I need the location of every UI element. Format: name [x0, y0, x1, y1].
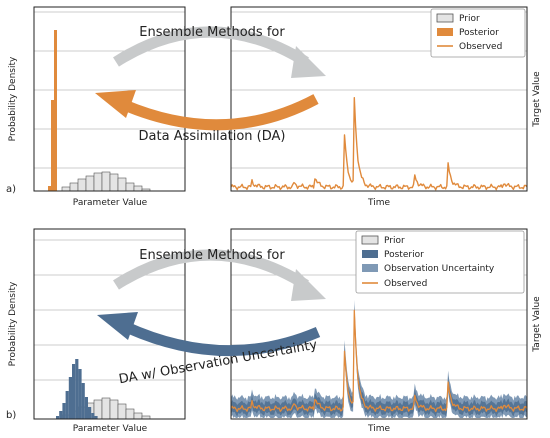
grey-arrow-body-b [113, 249, 309, 290]
prior-bar [133, 412, 143, 420]
panel-a-left-ylabel: Probability Density [8, 56, 18, 141]
prior-bar [93, 172, 103, 192]
legend-b-observed: Observed [384, 279, 427, 289]
panel-a-title-top: Ensemble Methods for [139, 25, 285, 40]
blue-arrowhead [97, 312, 138, 340]
legend-posterior: Posterior [459, 28, 499, 38]
prior-bar [61, 186, 71, 192]
posterior-bar [91, 413, 95, 419]
panel-b-posterior-band [231, 304, 527, 417]
legend-b-posterior: Posterior [384, 250, 424, 260]
posterior-bar [78, 369, 82, 419]
prior-bar [101, 397, 111, 420]
grey-arrowhead-b [291, 269, 326, 301]
panel-b-right-xlabel: Time [367, 424, 390, 434]
prior-bar [117, 403, 127, 420]
legend-prior: Prior [459, 14, 480, 24]
panel-b: Probability Density Parameter Value b) T… [6, 228, 542, 434]
panel-b-left-xlabel: Parameter Value [73, 424, 148, 434]
orange-arrow-body [119, 94, 319, 131]
prior-bar [109, 399, 119, 420]
prior-bar [69, 182, 79, 192]
posterior-bar [88, 407, 92, 419]
posterior-bar [75, 359, 79, 419]
posterior-bar [59, 411, 63, 419]
prior-bar [77, 178, 87, 192]
panel-b-arrows: Ensemble Methods for DA w/ Observation U… [97, 248, 326, 387]
posterior-bar [68, 377, 72, 419]
posterior-bar [81, 383, 85, 419]
panel-a-left-axes [33, 6, 186, 192]
legend-b-uncertainty-swatch [362, 264, 378, 272]
panel-b-observed-series [230, 309, 528, 413]
posterior-bar [65, 391, 69, 419]
prior-bar [109, 173, 119, 192]
legend-b-prior-swatch [361, 235, 379, 245]
panel-a-right-xlabel: Time [367, 198, 390, 208]
grey-arrow-body [113, 26, 309, 67]
panel-a-right-ylabel: Target Value [532, 71, 542, 128]
panel-b-right-ylabel: Target Value [532, 296, 542, 353]
posterior-bar [94, 416, 98, 419]
posterior-bar [84, 397, 88, 419]
legend-posterior-swatch [437, 28, 453, 36]
posterior-bar [56, 416, 60, 419]
panel-a-legend: Prior Posterior Observed [430, 8, 526, 58]
panel-a-label: a) [6, 184, 16, 195]
legend-prior-swatch [436, 13, 454, 23]
legend-b-posterior-swatch [362, 250, 378, 258]
posterior-bar [51, 100, 54, 191]
panel-a: Probability Density Parameter Value a) T… [6, 6, 542, 208]
panel-a-left-xlabel: Parameter Value [73, 198, 148, 208]
panel-b-left-ylabel: Probability Density [8, 281, 18, 366]
legend-b-prior: Prior [384, 236, 405, 246]
panel-a-title-bottom: Data Assimilation (DA) [139, 129, 286, 144]
panel-b-label: b) [6, 410, 16, 421]
panel-b-histogram [56, 359, 151, 420]
legend-b-uncertainty: Observation Uncertainty [384, 264, 495, 274]
prior-bar [125, 182, 135, 192]
posterior-bar [48, 186, 51, 191]
prior-bar [125, 408, 135, 420]
panel-a-arrows: Ensemble Methods for Data Assimilation (… [95, 25, 326, 144]
panel-b-legend: Prior Posterior Observation Uncertainty … [355, 230, 525, 294]
panel-a-histogram [48, 30, 151, 192]
posterior-bar [62, 403, 66, 419]
blue-arrow-body [121, 321, 321, 357]
orange-arrowhead [95, 90, 136, 118]
grey-arrowhead [291, 46, 326, 78]
prior-bar [133, 185, 143, 192]
posterior-bar [54, 30, 57, 191]
panel-b-title-top: Ensemble Methods for [139, 248, 285, 263]
prior-bar [85, 175, 95, 192]
panel-b-left-axes [33, 228, 186, 420]
legend-observed: Observed [459, 42, 502, 52]
prior-bar [117, 177, 127, 192]
posterior-bar [72, 364, 76, 419]
prior-bar [101, 171, 111, 192]
panel-a-observed-series [230, 96, 528, 191]
